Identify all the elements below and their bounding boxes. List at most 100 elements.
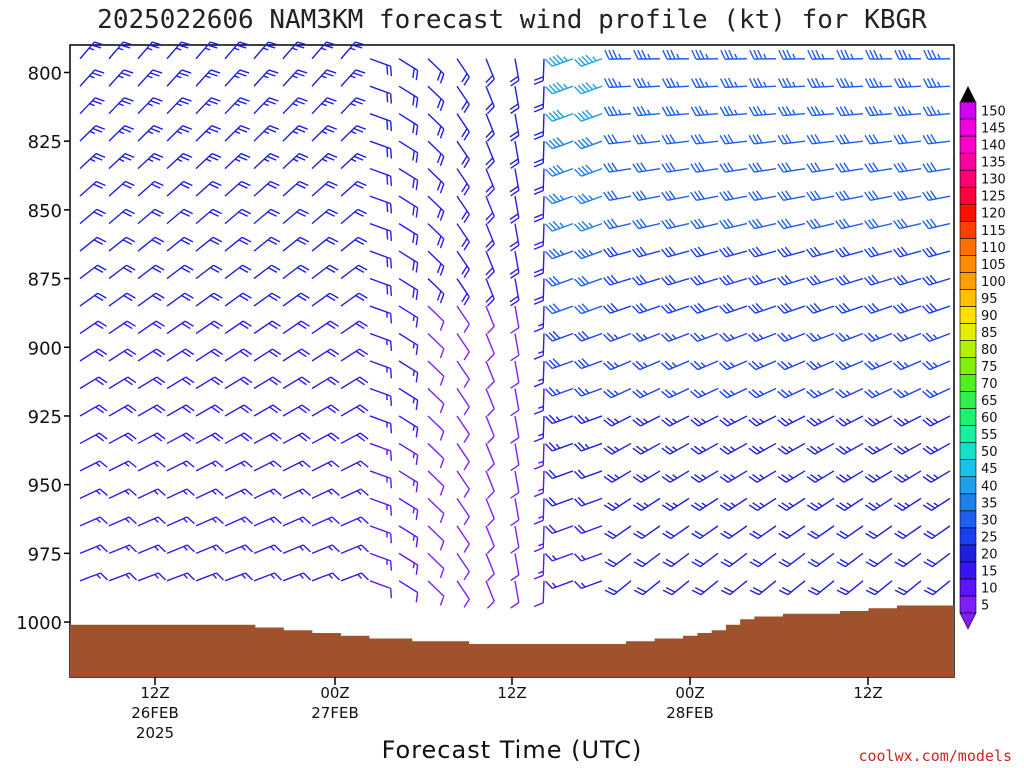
- wind-barb: [108, 348, 137, 362]
- barb-half-feather: [701, 418, 706, 423]
- barb-feather: [359, 432, 369, 440]
- wind-barb: [747, 302, 777, 314]
- barb-feather: [552, 330, 561, 339]
- barb-feather: [577, 139, 586, 148]
- wind-barb: [834, 302, 864, 314]
- barb-half-feather: [903, 334, 909, 340]
- barb-feather: [486, 518, 495, 527]
- barb-feather: [439, 513, 445, 524]
- barb-half-feather: [204, 47, 211, 51]
- barb-feather: [782, 49, 788, 60]
- barb-half-feather: [386, 449, 388, 455]
- barb-feather: [693, 304, 702, 313]
- barb-feather: [925, 219, 934, 229]
- wind-barb: [166, 236, 194, 252]
- barb-feather: [155, 292, 165, 299]
- wind-barb: [340, 488, 369, 500]
- barb-feather: [843, 190, 850, 200]
- barb-feather: [124, 152, 135, 159]
- barb-feather: [661, 78, 668, 88]
- wind-barb: [282, 488, 311, 500]
- barb-feather: [640, 190, 647, 200]
- barb-feather: [210, 378, 220, 386]
- wind-barb: [427, 470, 445, 496]
- barb-feather: [777, 220, 785, 229]
- barb-feather: [834, 277, 843, 286]
- barb-feather: [544, 141, 553, 150]
- wind-barb: [660, 302, 690, 314]
- barb-feather: [548, 524, 557, 533]
- wind-barb: [776, 274, 806, 286]
- barb-feather: [897, 78, 904, 88]
- barb-feather: [415, 152, 419, 163]
- barb-feather: [544, 305, 553, 315]
- barb-feather: [635, 445, 645, 453]
- barb-feather: [664, 275, 673, 285]
- wind-barb: [427, 552, 445, 579]
- barb-feather: [835, 333, 843, 342]
- barb-feather: [100, 572, 108, 581]
- barb-half-feather: [205, 102, 211, 107]
- barb-feather: [182, 406, 191, 414]
- wind-barb: [533, 196, 545, 223]
- barb-feather: [183, 180, 193, 187]
- credit-link[interactable]: coolwx.com/models: [858, 747, 1012, 765]
- barb-feather: [777, 163, 784, 173]
- barb-feather: [97, 320, 107, 327]
- barb-feather: [461, 183, 468, 193]
- barb-feather: [94, 350, 104, 358]
- barb-half-feather: [298, 490, 304, 495]
- wind-barb: [311, 125, 338, 142]
- barb-feather: [242, 320, 252, 327]
- chart-title: 2025022606 NAM3KM forecast wind profile …: [97, 5, 927, 35]
- wind-barb: [427, 113, 445, 139]
- barb-feather: [209, 183, 219, 189]
- barb-feather: [123, 378, 133, 386]
- barb-feather: [533, 354, 544, 360]
- barb-feather: [810, 78, 817, 88]
- wind-barb: [427, 580, 445, 606]
- barb-feather: [439, 485, 445, 496]
- barb-feather: [838, 332, 847, 341]
- barb-feather: [780, 417, 790, 425]
- wind-barb: [892, 302, 922, 314]
- wind-barb: [533, 333, 545, 360]
- barb-feather: [573, 86, 582, 95]
- barb-feather: [544, 113, 553, 122]
- barb-feather: [698, 190, 705, 200]
- barb-feather: [777, 362, 786, 371]
- barb-feather: [296, 267, 307, 274]
- wind-barb: [398, 277, 419, 301]
- barb-feather: [415, 482, 419, 493]
- wind-barb: [108, 97, 134, 115]
- barb-feather: [606, 304, 615, 313]
- barb-feather: [268, 378, 278, 386]
- wind-barb: [253, 41, 278, 60]
- barb-half-feather: [614, 502, 620, 507]
- barb-feather: [268, 350, 278, 358]
- wind-barb: [369, 442, 393, 461]
- barb-half-feather: [733, 109, 738, 115]
- barb-feather: [389, 505, 393, 516]
- barb-feather: [389, 93, 393, 104]
- wind-barb: [690, 134, 719, 145]
- wind-barb: [369, 113, 393, 132]
- barb-feather: [268, 97, 279, 102]
- barb-feather: [896, 219, 905, 229]
- barb-feather: [327, 125, 338, 130]
- barb-feather: [352, 72, 363, 77]
- barb-half-feather: [614, 418, 619, 423]
- barb-feather: [269, 434, 279, 442]
- barb-half-feather: [211, 490, 217, 495]
- barb-feather: [806, 78, 813, 88]
- barb-feather: [785, 134, 792, 144]
- wind-barb: [456, 360, 470, 388]
- barb-feather: [780, 360, 789, 369]
- wind-barb: [864, 246, 893, 258]
- barb-feather: [461, 73, 468, 83]
- barb-feather: [608, 49, 614, 60]
- barb-feather: [126, 292, 136, 299]
- barb-feather: [898, 49, 904, 60]
- wind-barb: [79, 41, 104, 60]
- colorbar-top-arrow: [960, 86, 976, 102]
